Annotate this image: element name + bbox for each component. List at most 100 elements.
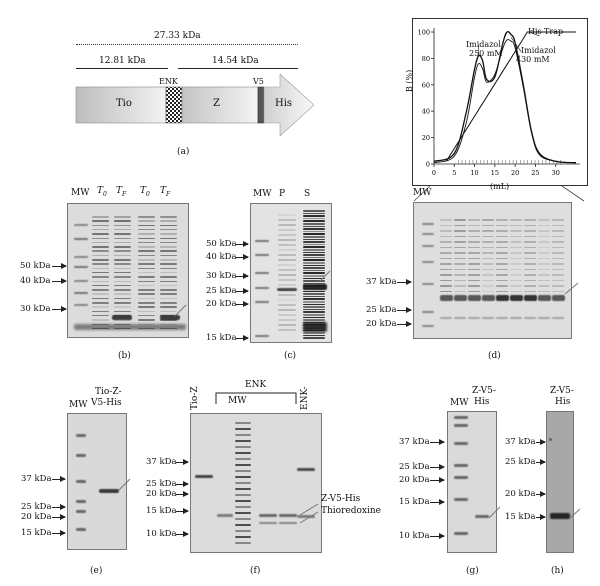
gel-band [278,314,296,316]
marker-h-37: 37 kDa [505,437,536,447]
gel-band [92,289,109,291]
gel-band [440,290,452,293]
blot-h [546,411,574,553]
lane-g-mw: MW [450,398,469,408]
gel-band [524,263,536,265]
gel-band [422,245,434,247]
gel-band [538,219,550,221]
lane-c-mw: MW [253,189,272,199]
gel-band [440,263,452,265]
marker-h-20: 20 kDa [505,489,536,499]
gel-band [303,337,325,339]
gel-band [468,317,480,319]
gel-band [303,280,325,282]
gel-band [552,274,564,276]
gel-band [422,311,434,313]
gel-band [160,237,177,240]
gel-band [303,306,325,308]
gel-band [468,246,480,249]
gel-band [114,233,131,235]
gel-band [303,301,325,303]
gel-b [67,203,189,338]
gel-band [303,262,325,264]
arrow-c-15 [236,335,249,341]
gel-band [255,335,269,337]
his-arrow [263,74,314,137]
lane-tf-2: TF [160,186,170,200]
gel-band [114,289,131,291]
gel-band [235,536,251,538]
gel-band [160,280,177,283]
gel-band [524,295,537,301]
gel-band [114,250,131,252]
gel-band [74,224,88,226]
gel-band [138,241,155,244]
lane-tf-2-main: T [160,186,167,196]
gel-band [138,289,155,291]
gel-band [303,215,325,217]
gel-band [138,297,155,300]
gel-band [440,268,452,271]
gel-band [279,514,297,517]
marker-g-37: 37 kDa [399,437,430,447]
gel-band [160,233,177,235]
gel-band [92,237,109,240]
gel-band [524,290,536,293]
gel-band [482,246,494,249]
his-label: His [275,98,293,109]
gel-band [138,224,155,227]
left-mass-label: 12.81 kDa [99,56,146,66]
v5-segment [257,86,265,124]
gel-band [303,282,325,285]
gel-band [482,252,494,254]
lane-e-mw: MW [69,400,88,410]
gel-band [524,235,536,238]
gel-band [496,290,508,293]
gel-band [422,233,434,235]
gel-band [160,276,177,278]
x-tick-label: 20 [511,169,519,177]
gel-band [468,268,480,271]
gel-band [454,416,468,419]
gel-band [303,284,327,290]
lane-f-enk-right: ENK- [300,386,310,410]
gel-band [235,482,251,484]
lane-t0-1: T0 [97,186,107,200]
gel-band [235,542,251,544]
gel-band [482,317,494,319]
gel-band [92,314,109,317]
gel-band [235,506,251,508]
gel-band [278,324,296,326]
gel-band [74,292,88,294]
gel-band [510,263,522,265]
gel-band [454,464,468,467]
gel-band [278,214,296,216]
gel-band [114,297,131,300]
marker-f-10: 10 kDa [146,529,177,539]
lane-f-tioz: Tio-Z [190,386,200,410]
lane-tf-2-sub: F [166,190,171,198]
gel-band [482,219,494,221]
gel-band [74,238,88,240]
marker-b-30: 30 kDa [20,304,51,314]
gel-band [92,319,109,321]
z-label: Z [213,98,220,109]
gel-band [235,512,251,514]
gel-band [538,279,550,282]
gel-band [303,275,325,277]
gel-band [510,252,522,254]
gel-band [92,241,109,244]
gel-band [114,276,131,278]
gel-band [468,252,480,254]
lane-c-p: P [279,189,286,199]
gel-band [524,246,536,249]
arrow-h-25 [536,459,546,465]
gel-band [303,230,325,233]
gel-band [259,522,277,524]
gel-band [422,325,434,327]
lane-tf-1-sub: F [122,190,127,198]
marker-d-25: 25 kDa [366,305,397,315]
gel-band [303,236,325,238]
gel-band [468,241,480,243]
gel-band [138,228,155,231]
